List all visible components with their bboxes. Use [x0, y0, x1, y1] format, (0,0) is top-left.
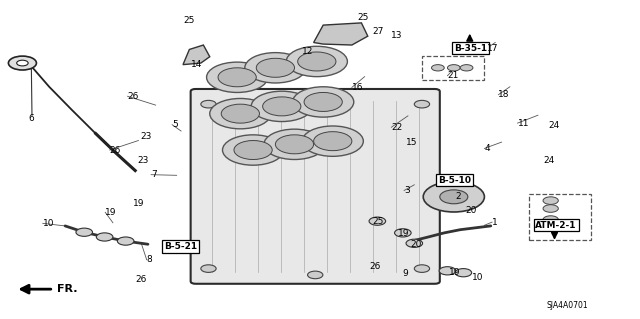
- Circle shape: [207, 62, 268, 93]
- Text: 26: 26: [370, 262, 381, 271]
- Text: 18: 18: [499, 90, 510, 99]
- Text: 15: 15: [406, 137, 417, 147]
- Text: SJA4A0701: SJA4A0701: [546, 301, 588, 310]
- Text: 25: 25: [357, 13, 369, 22]
- Text: 24: 24: [543, 156, 554, 165]
- Circle shape: [302, 126, 364, 156]
- Text: 11: 11: [518, 119, 529, 128]
- Text: FR.: FR.: [57, 284, 77, 294]
- Circle shape: [304, 93, 342, 111]
- Circle shape: [414, 100, 429, 108]
- Text: 1: 1: [492, 218, 498, 226]
- Text: 20: 20: [465, 206, 477, 215]
- Text: 8: 8: [147, 255, 152, 264]
- Text: 26: 26: [109, 145, 121, 154]
- Circle shape: [447, 65, 460, 71]
- Circle shape: [460, 65, 473, 71]
- Text: 17: 17: [487, 44, 499, 53]
- Circle shape: [76, 228, 93, 236]
- Text: 5: 5: [172, 120, 178, 129]
- Circle shape: [234, 141, 272, 160]
- Circle shape: [308, 94, 323, 102]
- Text: 27: 27: [372, 27, 383, 36]
- Circle shape: [218, 68, 256, 87]
- Text: 26: 26: [127, 92, 139, 101]
- Text: 23: 23: [137, 156, 148, 165]
- Circle shape: [97, 233, 113, 241]
- Text: 4: 4: [484, 144, 490, 153]
- Circle shape: [439, 267, 456, 275]
- Text: 6: 6: [28, 114, 34, 123]
- Text: B-5-21: B-5-21: [164, 242, 197, 251]
- Text: 10: 10: [43, 219, 54, 228]
- Text: 21: 21: [447, 71, 459, 80]
- Circle shape: [210, 99, 271, 129]
- Text: ATM-2-1: ATM-2-1: [536, 221, 577, 230]
- Circle shape: [275, 135, 314, 154]
- Text: 10: 10: [472, 273, 483, 282]
- Circle shape: [221, 104, 259, 123]
- Text: B-5-10: B-5-10: [438, 175, 471, 185]
- Circle shape: [308, 271, 323, 279]
- Circle shape: [406, 239, 422, 248]
- Text: 19: 19: [133, 199, 145, 208]
- Text: 22: 22: [392, 123, 403, 132]
- Polygon shape: [314, 23, 368, 45]
- Text: 25: 25: [183, 16, 195, 25]
- Circle shape: [440, 190, 468, 204]
- Circle shape: [431, 65, 444, 71]
- Circle shape: [455, 269, 472, 277]
- Text: 19: 19: [397, 229, 409, 238]
- Circle shape: [117, 237, 134, 245]
- Text: 24: 24: [548, 121, 559, 130]
- Circle shape: [256, 58, 294, 77]
- Circle shape: [298, 52, 336, 71]
- Text: 25: 25: [372, 217, 383, 226]
- Text: 12: 12: [302, 48, 314, 56]
- Circle shape: [543, 197, 558, 204]
- Text: 19: 19: [105, 208, 116, 217]
- Text: 3: 3: [404, 186, 410, 195]
- Circle shape: [423, 182, 484, 212]
- Text: 9: 9: [403, 270, 408, 278]
- Circle shape: [245, 53, 306, 83]
- Circle shape: [394, 229, 411, 237]
- Circle shape: [543, 216, 558, 223]
- Circle shape: [314, 132, 352, 151]
- Text: 2: 2: [455, 192, 461, 201]
- Text: 7: 7: [151, 170, 157, 179]
- Circle shape: [292, 87, 354, 117]
- Text: B-35-1: B-35-1: [454, 44, 487, 53]
- Circle shape: [262, 97, 301, 116]
- Circle shape: [543, 205, 558, 212]
- Text: 13: 13: [392, 31, 403, 40]
- Text: 26: 26: [135, 275, 147, 284]
- Polygon shape: [183, 45, 210, 65]
- Circle shape: [17, 60, 28, 66]
- Circle shape: [414, 265, 429, 272]
- Circle shape: [223, 135, 284, 165]
- Circle shape: [201, 100, 216, 108]
- Text: 16: 16: [352, 83, 364, 92]
- Text: 20: 20: [410, 240, 422, 249]
- Circle shape: [251, 91, 312, 122]
- FancyBboxPatch shape: [191, 89, 440, 284]
- Text: 19: 19: [449, 268, 460, 277]
- Text: 14: 14: [191, 60, 202, 69]
- Circle shape: [8, 56, 36, 70]
- Circle shape: [286, 46, 348, 77]
- Circle shape: [201, 265, 216, 272]
- Text: 23: 23: [140, 132, 152, 141]
- Circle shape: [264, 129, 325, 160]
- Circle shape: [369, 217, 386, 225]
